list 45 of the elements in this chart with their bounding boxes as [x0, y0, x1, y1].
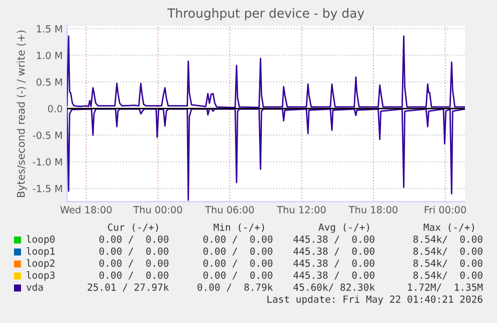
y-tick-label: 1.0 M — [36, 52, 62, 60]
text: 445.38 / 0.00 — [294, 247, 374, 256]
legend-label: loop0 — [26, 235, 55, 245]
text: 0.00 / 0.00 — [203, 271, 272, 280]
x-tick-label: Thu 18:00 — [348, 206, 398, 214]
text: Avg (-/+) — [318, 223, 369, 233]
text: 45.60k/ 82.30k — [294, 283, 375, 292]
x-tick-label: Fri 00:00 — [424, 206, 466, 214]
text: 445.38 / 0.00 — [294, 235, 374, 244]
legend-label: vda — [26, 283, 43, 291]
text: 0.00 / 0.00 — [203, 259, 272, 268]
text: 0.00 / 0.00 — [203, 247, 272, 256]
text: Last update: Fri May 22 01:40:21 2026 — [267, 295, 482, 305]
text: 8.54k/ 0.00 — [413, 235, 482, 244]
text: 25.01 / 27.97k — [88, 283, 169, 292]
x-tick-label: Thu 12:00 — [276, 206, 326, 214]
text: Cur (-/+) — [108, 223, 158, 232]
text: 0.00 / 0.00 — [203, 235, 272, 244]
text: 8.54k/ 0.00 — [413, 271, 482, 280]
y-tick-label: 1.5 M — [36, 25, 62, 32]
text: 8.54k/ 0.00 — [413, 247, 482, 256]
text: Max (-/+) — [424, 223, 474, 232]
chart-title: Throughput per device - by day — [167, 8, 364, 20]
y-tick-label: -1.5 M — [32, 184, 62, 192]
y-axis-title: Bytes/second read (-) / write (+) — [16, 30, 27, 197]
legend-label: loop3 — [26, 271, 55, 281]
text: 445.38 / 0.00 — [294, 271, 374, 280]
text: 1.72M/ 1.35M — [408, 283, 483, 292]
x-tick-label: Thu 00:00 — [133, 206, 182, 214]
text: 0.00 / 0.00 — [99, 235, 168, 244]
text: 0.00 / 8.79k — [198, 283, 273, 292]
x-tick-label: Thu 06:00 — [205, 206, 254, 214]
text: 0.00 / 0.00 — [99, 259, 168, 268]
text: 0.00 / 0.00 — [99, 247, 168, 256]
legend-label: loop2 — [26, 259, 54, 269]
text: 8.54k/ 0.00 — [413, 259, 482, 268]
text: 445.38 / 0.00 — [294, 259, 374, 268]
legend-label: loop1 — [26, 247, 55, 257]
y-tick-label: 0.0 — [48, 105, 62, 112]
y-tick-label: -0.5 M — [32, 132, 62, 139]
text: Min (-/+) — [214, 223, 264, 232]
text: 0.00 / 0.00 — [99, 271, 168, 280]
x-tick-label: Wed 18:00 — [60, 206, 112, 214]
y-tick-label: -1.0 M — [32, 158, 62, 166]
y-tick-label: 0.5 M — [36, 78, 62, 86]
